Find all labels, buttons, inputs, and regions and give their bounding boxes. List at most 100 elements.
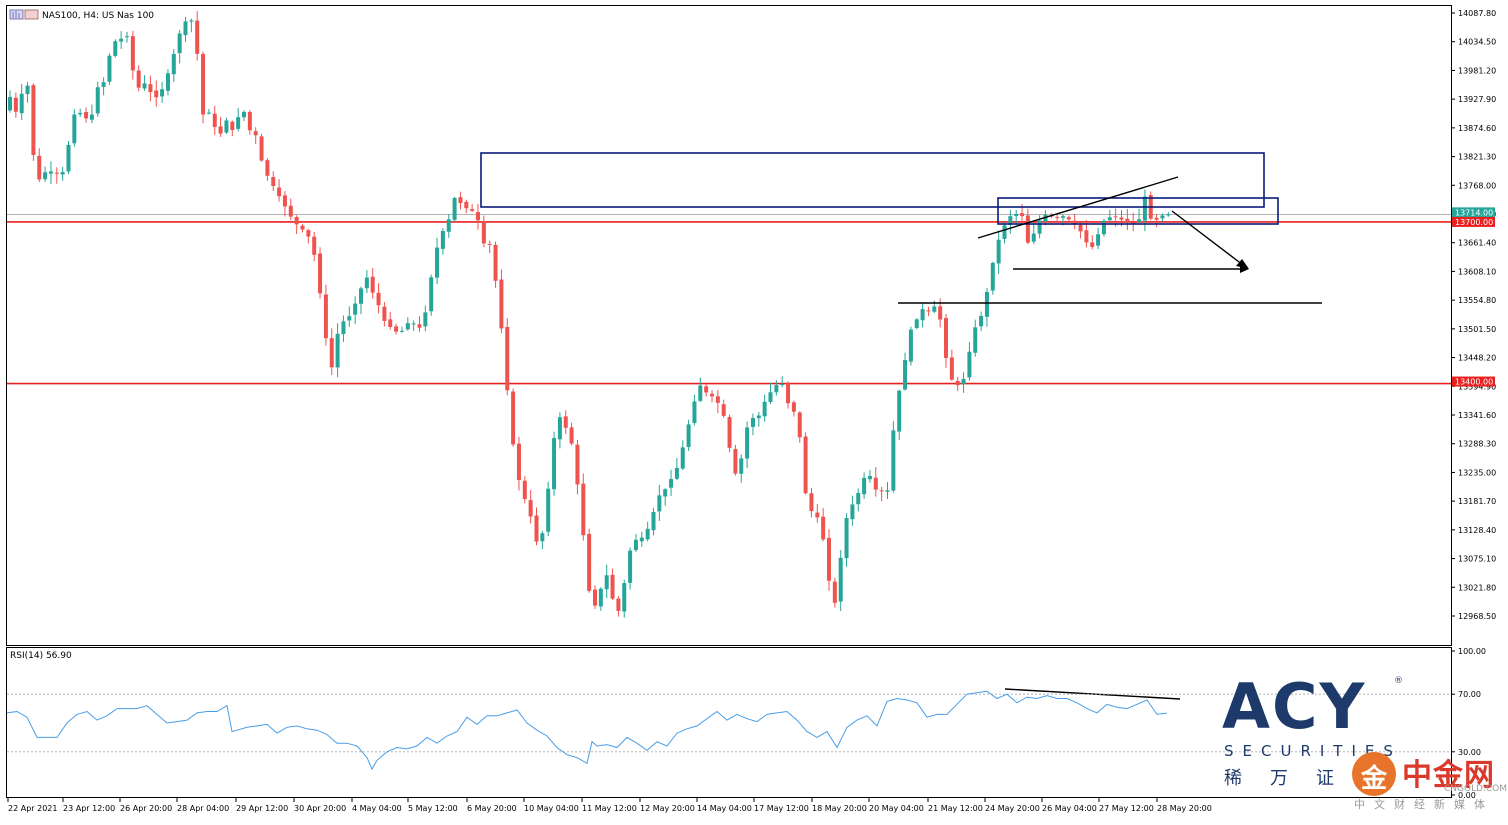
candle-body[interactable] (1037, 220, 1042, 234)
candle-body[interactable] (107, 55, 112, 82)
candle-body[interactable] (277, 187, 282, 197)
candle-body[interactable] (382, 306, 387, 321)
candle-body[interactable] (838, 557, 843, 602)
candle-body[interactable] (1154, 217, 1159, 220)
candle-body[interactable] (914, 319, 919, 328)
candle-body[interactable] (429, 277, 434, 312)
candle-body[interactable] (95, 87, 100, 114)
candle-body[interactable] (370, 276, 375, 293)
candle-body[interactable] (171, 53, 176, 75)
candle-body[interactable] (417, 324, 422, 328)
candle-body[interactable] (786, 383, 791, 404)
candle-body[interactable] (43, 172, 48, 180)
candle-body[interactable] (616, 598, 621, 611)
candle-body[interactable] (1025, 215, 1030, 243)
candle-body[interactable] (756, 415, 761, 419)
candle-body[interactable] (1131, 222, 1136, 224)
candle-body[interactable] (528, 500, 533, 517)
candle-body[interactable] (821, 516, 826, 540)
candle-body[interactable] (704, 386, 709, 393)
candle-body[interactable] (212, 113, 217, 127)
candle-body[interactable] (218, 126, 223, 134)
candle-body[interactable] (177, 33, 182, 54)
candle-body[interactable] (294, 217, 299, 225)
candle-body[interactable] (72, 114, 77, 144)
candle-body[interactable] (446, 219, 451, 232)
candle-body[interactable] (856, 492, 861, 505)
candle-body[interactable] (154, 90, 159, 98)
candle-body[interactable] (628, 550, 633, 583)
candle-body[interactable] (1020, 213, 1025, 217)
candle-body[interactable] (897, 390, 902, 432)
candle-body[interactable] (534, 515, 539, 542)
candle-body[interactable] (160, 89, 165, 97)
candle-body[interactable] (885, 490, 890, 492)
candle-body[interactable] (183, 21, 188, 36)
candle-body[interactable] (540, 533, 545, 542)
candle-body[interactable] (364, 277, 369, 289)
candle-body[interactable] (1137, 219, 1142, 223)
candle-body[interactable] (476, 212, 480, 221)
candle-body[interactable] (60, 171, 65, 175)
candle-body[interactable] (1107, 217, 1112, 221)
candle-body[interactable] (464, 201, 469, 209)
candle-body[interactable] (78, 112, 83, 115)
candle-body[interactable] (1160, 215, 1165, 219)
candle-body[interactable] (300, 225, 305, 230)
candle-body[interactable] (48, 171, 53, 174)
candle-body[interactable] (487, 243, 492, 245)
candle-body[interactable] (119, 38, 124, 42)
candle-body[interactable] (745, 427, 750, 459)
candle-body[interactable] (604, 575, 609, 590)
candle-body[interactable] (1113, 216, 1118, 218)
candle-body[interactable] (125, 36, 129, 38)
candle-body[interactable] (318, 253, 323, 294)
candle-body[interactable] (721, 404, 726, 416)
candle-body[interactable] (774, 385, 779, 393)
candle-body[interactable] (399, 330, 404, 332)
candle-body[interactable] (522, 480, 527, 500)
candle-body[interactable] (505, 326, 510, 391)
candle-body[interactable] (423, 312, 428, 327)
candle-body[interactable] (727, 417, 732, 448)
candle-body[interactable] (645, 528, 650, 540)
candle-body[interactable] (25, 85, 30, 95)
candle-body[interactable] (610, 574, 615, 599)
candle-body[interactable] (674, 467, 679, 479)
candle-body[interactable] (282, 195, 287, 207)
candle-body[interactable] (686, 424, 691, 447)
candle-body[interactable] (1031, 233, 1036, 242)
candle-body[interactable] (253, 131, 258, 136)
candle-body[interactable] (37, 155, 42, 180)
candle-body[interactable] (657, 495, 662, 512)
candle-body[interactable] (639, 537, 644, 542)
candle-body[interactable] (1066, 217, 1071, 220)
candle-body[interactable] (879, 490, 884, 492)
candle-body[interactable] (19, 93, 24, 114)
candle-body[interactable] (511, 391, 516, 445)
candle-body[interactable] (569, 427, 574, 444)
candle-body[interactable] (710, 393, 714, 397)
candle-body[interactable] (341, 321, 346, 335)
candle-body[interactable] (195, 20, 200, 54)
candle-body[interactable] (633, 539, 638, 551)
candle-body[interactable] (622, 583, 627, 612)
candle-body[interactable] (247, 111, 252, 131)
candle-body[interactable] (546, 488, 551, 532)
candle-body[interactable] (926, 310, 931, 312)
candle-body[interactable] (1166, 214, 1171, 216)
candle-body[interactable] (329, 338, 334, 368)
candle-body[interactable] (323, 294, 328, 339)
candle-body[interactable] (493, 244, 498, 281)
candle-body[interactable] (973, 327, 978, 353)
candle-body[interactable] (908, 329, 913, 362)
candle-body[interactable] (598, 588, 603, 607)
candle-body[interactable] (990, 262, 995, 291)
candle-body[interactable] (452, 197, 457, 220)
candle-body[interactable] (13, 97, 18, 112)
candle-body[interactable] (920, 309, 925, 321)
candle-body[interactable] (136, 70, 141, 88)
candle-body[interactable] (142, 83, 147, 89)
candle-body[interactable] (1002, 225, 1007, 239)
candle-body[interactable] (101, 82, 106, 87)
